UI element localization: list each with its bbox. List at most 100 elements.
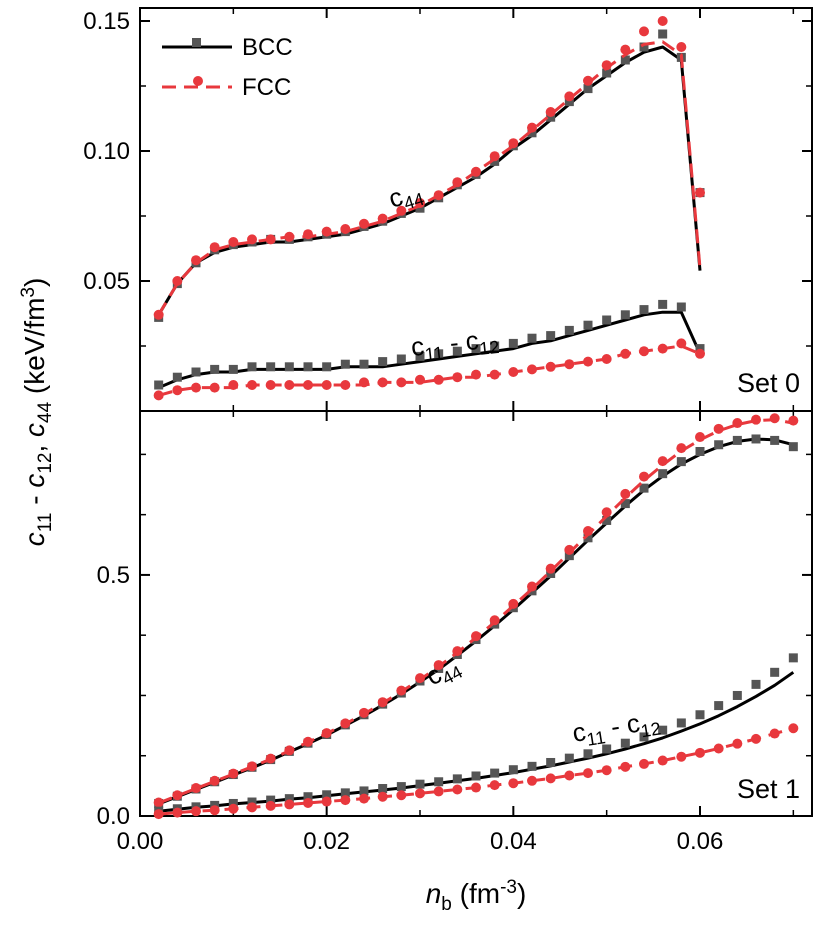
top-fcc-c11-c12-point-24 <box>601 354 612 364</box>
bottom-bcc-c11-c12-point-21 <box>546 757 556 767</box>
bottom-panel-frame <box>139 410 813 817</box>
top-fcc-c44-point-8 <box>303 229 313 240</box>
top-fcc-c44-point-25 <box>620 44 631 55</box>
top-bcc-c11-c12-point-10 <box>340 359 350 369</box>
bottom-fcc-c44-point-0 <box>153 797 164 808</box>
top-bcc-c11-c12-point-7 <box>284 362 294 372</box>
top-fcc-c11-c12-point-20 <box>527 364 537 375</box>
bottom-fcc-c44-point-13 <box>396 685 407 696</box>
bottom-fcc-c11-c12-point-27 <box>657 755 668 766</box>
bottom-fcc-c11-c12-point-13 <box>396 790 407 801</box>
top-fcc-c11-c12-point-10 <box>340 380 351 390</box>
top-bcc-c11-c12-point-13 <box>396 354 406 364</box>
bottom-fcc-c44-point-21 <box>545 563 556 574</box>
bottom-bcc-c44-point-23 <box>583 533 593 543</box>
bottom-fcc-c44-point-22 <box>564 544 575 555</box>
top-bcc-c11-c12-point-9 <box>322 362 332 372</box>
top-fcc-c44-point-22 <box>564 91 575 102</box>
bottom-fcc-c11-c12-point-0 <box>153 809 164 820</box>
top-fcc-c11-c12-point-12 <box>377 377 388 388</box>
bottom-fcc-c11-c12-point-12 <box>377 791 388 802</box>
bottom-bcc-c11-c12-point-14 <box>415 779 425 789</box>
bottom-fcc-c44-point-20 <box>527 581 537 592</box>
top-bcc-c11-c12-point-24 <box>602 315 612 325</box>
xtick-label-2: 0.04 <box>490 828 537 855</box>
bottom-fcc-c11-c12-point-16 <box>452 784 463 795</box>
top-fcc-c11-c12-point-25 <box>620 348 631 359</box>
top-fcc-c44-point-23 <box>583 75 593 86</box>
bottom-bcc-c44-point-27 <box>658 469 668 479</box>
bottom-bcc-c11-c12-point-28 <box>676 718 686 728</box>
bottom-bcc-c11-c12-point-10 <box>340 788 350 798</box>
bottom-bcc-c11-c12-point-16 <box>452 774 462 784</box>
bottom-fcc-c44-point-25 <box>620 488 631 499</box>
bottom-fcc-c11-c12-point-2 <box>191 806 201 817</box>
bottom-fcc-c11-c12-point-4 <box>228 803 239 814</box>
bottom-bcc-c11-c12-point-11 <box>359 786 369 796</box>
top-bcc-c11-c12-point-25 <box>620 310 630 320</box>
bottom-bcc-c11-c12-point-27 <box>658 725 668 735</box>
bottom-bcc-c11-c12-point-9 <box>322 790 332 800</box>
top-fcc-c11-c12-point-17 <box>471 369 481 380</box>
top-bcc-c44-point-24 <box>602 68 612 78</box>
top-fcc-c44-point-27 <box>657 16 668 26</box>
bottom-fcc-c44-point-6 <box>265 753 276 764</box>
set-1-label: Set 1 <box>737 774 800 804</box>
bottom-fcc-c44-point-8 <box>303 736 313 747</box>
top-fcc-c11-c12-point-16 <box>452 372 463 383</box>
top-fcc-c44-point-14 <box>415 198 425 208</box>
bottom-fcc-c11-c12-point-8 <box>303 797 313 808</box>
bottom-bcc-c44-point-34 <box>788 442 798 452</box>
bottom-fcc-c44-point-23 <box>583 526 593 537</box>
bottom-fcc-c11-c12-point-26 <box>639 758 649 769</box>
bottom-bcc-c11-c12-point-4 <box>228 798 238 808</box>
top-bcc-c11-c12-point-20 <box>527 333 537 343</box>
bottom-bcc-c11-c12-point-29 <box>695 710 705 720</box>
top-ytick-label-2: 0.15 <box>83 8 130 35</box>
bottom-bcc-c44-point-31 <box>732 435 742 445</box>
top-fcc-c11-c12-point-14 <box>415 374 425 385</box>
bottom-bcc-c11-c12-point-15 <box>434 777 444 787</box>
bottom-bcc-c44-point-24 <box>602 515 612 525</box>
top-fcc-c44-point-21 <box>545 107 556 117</box>
bottom-fcc-c44-point-5 <box>247 761 257 772</box>
bottom-bcc-c11-c12-point-17 <box>471 771 481 781</box>
bottom-bcc-c11-c12-point-34 <box>788 653 798 663</box>
top-fcc-c44-point-11 <box>359 218 369 229</box>
top-fcc-c44-point-10 <box>340 224 351 234</box>
top-fcc-c44-point-5 <box>247 234 257 245</box>
bottom-bcc-c11-c12-point-33 <box>770 667 780 677</box>
top-bcc-c44-point-18 <box>490 156 500 166</box>
bottom-ytick-label-0: 0.0 <box>97 803 130 830</box>
bottom-fcc-c11-c12-point-31 <box>732 738 743 749</box>
xtick-label-1: 0.02 <box>303 828 350 855</box>
bottom-bcc-c44-point-32 <box>751 434 761 444</box>
bottom-fcc-c11-c12-point-3 <box>209 805 220 816</box>
bottom-fcc-c44-point-16 <box>452 646 463 657</box>
bottom-bcc-c44-point-28 <box>676 457 686 467</box>
bottom-fcc-c11-c12-point-18 <box>489 780 500 791</box>
top-ytick-label-0: 0.05 <box>83 268 130 295</box>
bottom-bcc-c44-point-26 <box>639 483 649 493</box>
bottom-fcc-c44-line <box>158 418 794 805</box>
top-fcc-c44-point-6 <box>265 234 276 245</box>
bottom-fcc-c11-c12-point-34 <box>788 723 799 734</box>
top-bcc-c11-c12-point-6 <box>266 362 276 372</box>
top-bcc-c44-line <box>157 45 702 316</box>
legend-bcc-label: BCC <box>242 34 293 61</box>
top-bcc-c11-c12-point-5 <box>247 362 257 372</box>
bottom-fcc-c11-c12-point-17 <box>471 782 481 793</box>
bottom-bcc-c11-c12-point-25 <box>620 738 630 748</box>
bottom-bcc-c11-c12-point-20 <box>527 761 537 771</box>
bottom-fcc-c44-point-32 <box>751 414 761 425</box>
top-fcc-c44-point-20 <box>527 122 537 133</box>
bottom-bcc-c11-c12-point-6 <box>266 795 276 805</box>
top-fcc-c44-point-7 <box>284 231 295 242</box>
bottom-bcc-c44-point-33 <box>770 435 780 445</box>
bottom-fcc-c11-c12-point-7 <box>284 799 295 810</box>
top-fcc-c11-c12-point-6 <box>265 380 276 390</box>
top-bcc-c11-c12-point-22 <box>564 325 574 335</box>
bottom-bcc-c11-c12-point-23 <box>583 749 593 759</box>
bottom-fcc-c11-c12-point-10 <box>340 795 351 806</box>
